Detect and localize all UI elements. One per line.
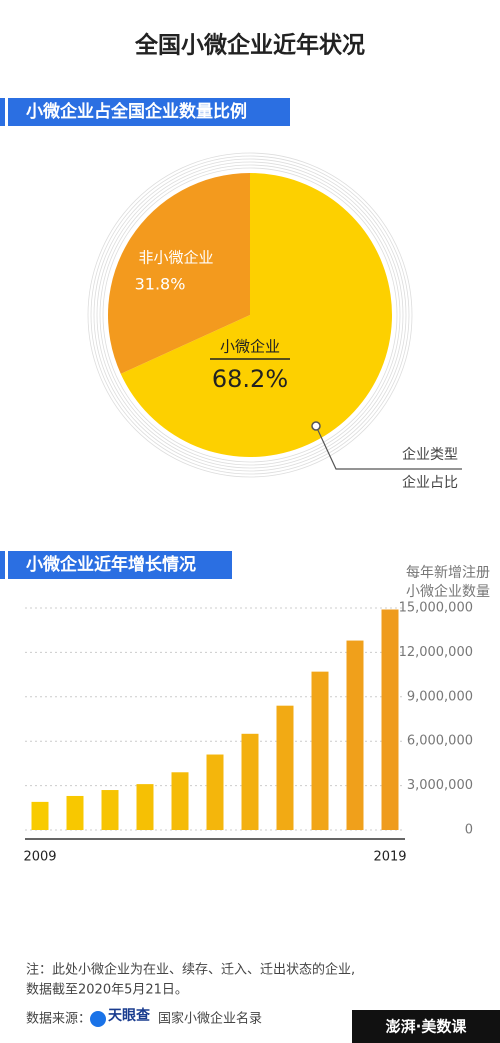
bar (381, 609, 399, 830)
y-tick-label: 0 (465, 823, 473, 838)
pie-slice (108, 173, 250, 374)
x-tick-label: 2019 (373, 850, 406, 865)
bar (311, 671, 329, 830)
bar (31, 801, 49, 830)
y-tick-label: 15,000,000 (399, 601, 473, 616)
value-label: 68.2% (212, 365, 288, 393)
bar (66, 795, 84, 830)
brand: 澎湃·美数课 (386, 1018, 468, 1036)
note: 注：此处小微企业为在业、续存、迁入、迁出状态的企业, (26, 962, 355, 978)
bar (206, 754, 224, 830)
section-title: 小微企业近年增长情况 (26, 554, 196, 575)
annotation-dot (311, 421, 321, 431)
source-provider: 天眼查 (108, 1007, 151, 1024)
slice-label: 小微企业 (220, 338, 280, 356)
source-name: 国家小微企业名录 (158, 1011, 262, 1027)
bar-chart: 0 3,000,000 6,000,000 9,000,000 12,000,000 15… (23, 601, 473, 865)
y-axis-label: 每年新增注册 (406, 565, 490, 581)
source-label: 数据来源： (26, 1012, 91, 1027)
section-banner (8, 98, 290, 126)
y-axis-label: 小微企业数量 (406, 583, 490, 600)
bar (101, 790, 119, 830)
section-title: 小微企业占全国企业数量比例 (26, 101, 247, 122)
annotation-line (315, 425, 462, 470)
pie: 小微企业 68.2% 非小微企业 31.8% (108, 173, 392, 457)
banner-accent (0, 98, 5, 126)
y-tick-label: 12,000,000 (399, 645, 473, 660)
provider-logo (90, 1011, 106, 1027)
annotation-label: 企业占比 (402, 474, 458, 491)
y-tick-label: 9,000,000 (407, 689, 473, 704)
value-label: 31.8% (135, 275, 186, 294)
x-tick-label: 2009 (23, 850, 56, 865)
bar (276, 705, 294, 830)
banner-accent (0, 551, 5, 579)
bar (171, 772, 189, 830)
pie-rings (87, 152, 413, 478)
bar (241, 733, 259, 830)
brand-box (352, 1010, 500, 1043)
pie-slice (120, 173, 392, 457)
note: 数据截至2020年5月21日。 (26, 983, 188, 998)
slice-label: 非小微企业 (138, 249, 213, 267)
annotation-label: 企业类型 (402, 446, 458, 463)
y-tick-label: 3,000,000 (407, 778, 473, 793)
y-tick-label: 6,000,000 (407, 734, 473, 749)
section-banner (8, 551, 232, 579)
bar (136, 784, 154, 830)
main-title: 全国小微企业近年状况 (134, 32, 365, 59)
bar (346, 640, 364, 830)
